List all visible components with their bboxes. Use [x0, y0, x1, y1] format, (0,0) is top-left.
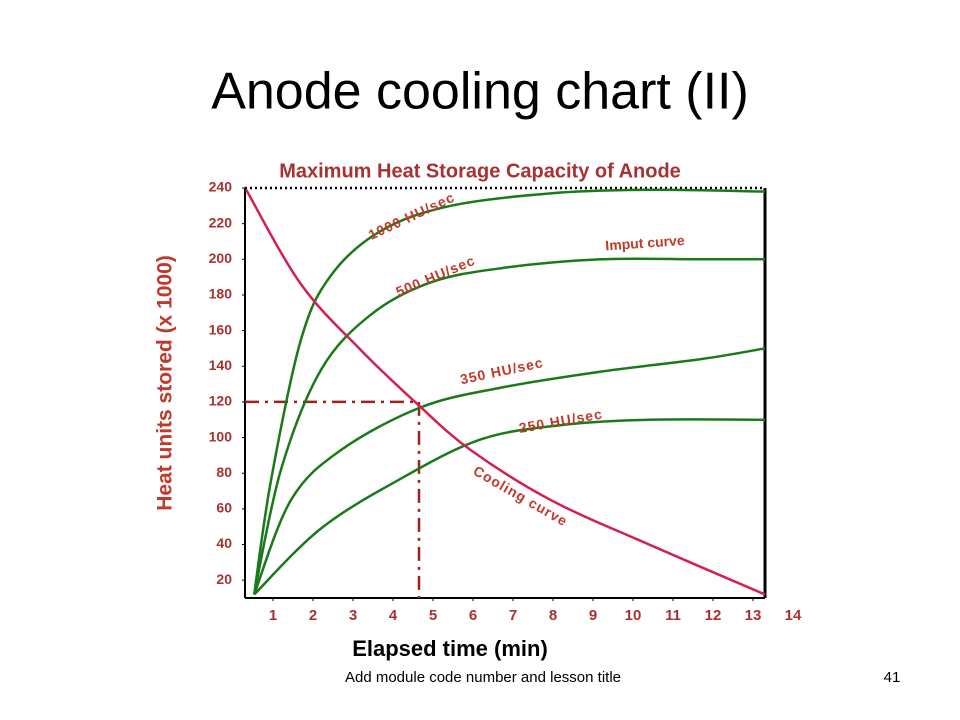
curve-label: Cooling curve: [471, 462, 571, 529]
y-tick-label: 60: [216, 500, 232, 516]
y-tick-label: 180: [209, 286, 233, 302]
x-tick-label: 4: [389, 607, 398, 624]
x-tick-label: 2: [309, 607, 317, 624]
y-tick-label: 160: [209, 321, 233, 337]
x-tick-label: 5: [429, 607, 437, 624]
x-tick-label: 1: [269, 607, 277, 624]
y-tick-label: 20: [216, 571, 232, 587]
y-tick-label: 200: [209, 250, 233, 266]
capacity-label: Maximum Heat Storage Capacity of Anode: [279, 160, 681, 182]
y-tick-label: 80: [216, 464, 232, 480]
x-tick-label: 8: [549, 607, 557, 624]
x-axis-title: Elapsed time (min): [352, 636, 548, 661]
y-tick-label: 40: [216, 535, 232, 551]
y-tick-label: 120: [209, 393, 233, 409]
y-tick-label: 240: [209, 179, 233, 195]
x-tick-label: 14: [785, 607, 802, 624]
curve: [252, 257, 765, 595]
y-tick-label: 100: [209, 428, 233, 444]
curve-label: 1000 HU/sec: [366, 189, 458, 243]
curve-label: 250 HU/sec: [518, 405, 604, 435]
x-tick-label: 7: [509, 607, 517, 624]
curve: [252, 188, 766, 595]
x-tick-label: 9: [589, 607, 597, 624]
curve: [253, 347, 766, 595]
y-axis-title: Heat units stored (x 1000): [154, 255, 177, 511]
footer-text: Add module code number and lesson title: [345, 669, 621, 686]
curve: [253, 418, 766, 596]
page-number: 41: [884, 669, 901, 686]
slide-title: Anode cooling chart (II): [211, 63, 749, 121]
x-tick-label: 13: [745, 607, 762, 624]
x-tick-label: 12: [705, 607, 722, 624]
y-tick-label: 220: [209, 214, 233, 230]
curve: [245, 189, 766, 596]
x-tick-label: 10: [625, 607, 642, 624]
x-tick-label: 11: [665, 607, 681, 624]
input-curve-label: Imput curve: [605, 232, 685, 254]
x-tick-label: 3: [349, 607, 357, 624]
y-tick-label: 140: [209, 357, 233, 373]
x-tick-label: 6: [469, 607, 477, 624]
curve-label: 500 HU/sec: [393, 252, 477, 300]
